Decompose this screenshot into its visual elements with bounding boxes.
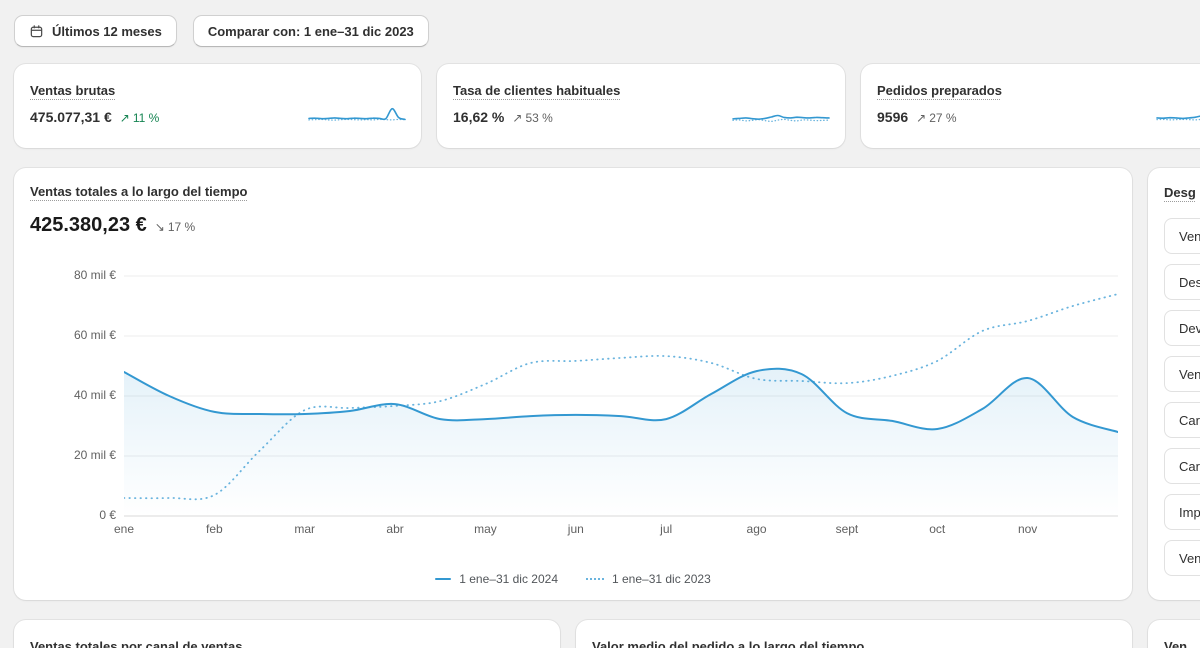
kpi-returning-rate-delta-value: 53 %	[525, 111, 553, 125]
x-axis-labels: ene feb mar abr may jun jul ago sept oct nov	[114, 522, 1118, 540]
breakdown-row: Des	[1164, 264, 1200, 300]
x-axis-tick-label: abr	[386, 522, 404, 536]
y-axis-tick-label: 0 €	[99, 508, 116, 522]
kpi-returning-rate-value: 16,62 %	[453, 109, 505, 125]
kpi-card-gross-sales: Ventas brutas 475.077,31 € ↗ 11 %	[14, 64, 421, 148]
date-range-button[interactable]: Últimos 12 meses	[14, 15, 177, 47]
kpi-card-returning-customer-rate: Tasa de clientes habituales 16,62 % ↗ 53…	[437, 64, 845, 148]
trend-up-icon: ↗	[512, 111, 523, 125]
breakdown-row: Ven	[1164, 540, 1200, 576]
kpi-fulfilled-orders-delta: ↗ 27 %	[916, 111, 956, 125]
returning-rate-sparkline	[732, 114, 830, 122]
x-axis-tick-label: mar	[294, 522, 316, 536]
x-axis-tick-label: nov	[1017, 522, 1038, 536]
breakdown-row: Ven	[1164, 218, 1200, 254]
y-axis-tick-label: 80 mil €	[73, 268, 116, 282]
compare-button[interactable]: Comparar con: 1 ene–31 dic 2023	[192, 15, 429, 47]
kpi-gross-sales-title[interactable]: Ventas brutas	[30, 83, 116, 98]
total-sales-over-time-card: Ventas totales a lo largo del tiempo 425…	[14, 168, 1132, 600]
total-sales-over-time-title[interactable]: Ventas totales a lo largo del tiempo	[30, 184, 248, 199]
legend-solid-line-marker	[435, 578, 452, 580]
x-axis-tick-label: ago	[746, 522, 767, 536]
kpi-fulfilled-orders-value: 9596	[877, 109, 909, 125]
compare-label: Comparar con: 1 ene–31 dic 2023	[207, 23, 414, 39]
x-axis-tick-label: jun	[567, 522, 584, 536]
sales-by-channel-card: Ventas totales por canal de ventas	[14, 620, 560, 648]
legend-dotted-line-marker	[586, 578, 604, 580]
kpi-fulfilled-orders-title[interactable]: Pedidos preparados	[877, 83, 1002, 98]
breakdown-row: Ven	[1164, 356, 1200, 392]
legend-label-2024: 1 ene–31 dic 2024	[459, 572, 558, 586]
chart-legend: 1 ene–31 dic 2024 1 ene–31 dic 2023	[14, 572, 1132, 586]
y-axis-tick-label: 60 mil €	[73, 328, 116, 342]
total-sales-value: 425.380,23 €	[30, 214, 147, 236]
y-axis-tick-label: 40 mil €	[73, 388, 116, 402]
kpi-card-fulfilled-orders: Pedidos preparados 9596 ↗ 27 %	[861, 64, 1200, 148]
x-axis-tick-label: ene	[113, 522, 135, 536]
kpi-returning-rate-title[interactable]: Tasa de clientes habituales	[453, 83, 621, 98]
gross-sales-sparkline	[308, 107, 406, 121]
kpi-fulfilled-orders-delta-value: 27 %	[929, 111, 957, 125]
total-sales-delta: ↘ 17 %	[155, 220, 195, 234]
breakdown-row: Imp	[1164, 494, 1200, 530]
sales-over-time-plot	[124, 275, 1118, 517]
trend-up-icon: ↗	[916, 111, 927, 125]
fulfilled-orders-sparkline	[1156, 115, 1200, 121]
legend-item-2024: 1 ene–31 dic 2024	[435, 572, 558, 586]
sales-breakdown-title[interactable]: Desg	[1164, 185, 1196, 200]
bottom-right-card: Ven	[1148, 620, 1200, 648]
sales-by-channel-title[interactable]: Ventas totales por canal de ventas	[30, 639, 243, 648]
x-axis-tick-label: oct	[929, 522, 946, 536]
legend-item-2023: 1 ene–31 dic 2023	[586, 572, 711, 586]
trend-down-icon: ↘	[154, 220, 165, 234]
kpi-gross-sales-delta: ↗ 11 %	[120, 111, 160, 125]
kpi-gross-sales-delta-value: 11 %	[132, 111, 160, 125]
average-order-value-card: Valor medio del pedido a lo largo del ti…	[576, 620, 1132, 648]
kpi-returning-rate-value-row: 16,62 % ↗ 53 %	[453, 109, 829, 125]
date-range-label: Últimos 12 meses	[52, 23, 162, 39]
x-axis-tick-label: feb	[206, 522, 223, 536]
y-axis-labels: 0 € 20 mil € 40 mil € 60 mil € 80 mil €	[30, 264, 116, 534]
breakdown-row: Car	[1164, 402, 1200, 438]
y-axis-tick-label: 20 mil €	[73, 448, 116, 462]
bottom-right-card-title[interactable]: Ven	[1164, 639, 1188, 648]
x-axis-tick-label: jul	[660, 522, 673, 536]
breakdown-row: Car	[1164, 448, 1200, 484]
x-axis-tick-label: sept	[835, 522, 859, 536]
filter-bar: Últimos 12 meses Comparar con: 1 ene–31 …	[14, 15, 429, 47]
average-order-value-title[interactable]: Valor medio del pedido a lo largo del ti…	[592, 639, 865, 648]
x-axis-tick-label: may	[474, 522, 497, 536]
kpi-fulfilled-orders-value-row: 9596 ↗ 27 %	[877, 109, 1200, 125]
sales-breakdown-rows: Ven Des Dev Ven Car Car Imp Ven	[1164, 218, 1200, 576]
sales-breakdown-card: Desg Ven Des Dev Ven Car Car Imp Ven	[1148, 168, 1200, 600]
calendar-icon	[29, 24, 44, 39]
kpi-returning-rate-delta: ↗ 53 %	[512, 111, 552, 125]
total-sales-delta-value: 17 %	[167, 220, 196, 234]
breakdown-row: Dev	[1164, 310, 1200, 346]
total-sales-value-row: 425.380,23 € ↘ 17 %	[30, 214, 195, 237]
legend-label-2023: 1 ene–31 dic 2023	[612, 572, 711, 586]
kpi-gross-sales-value-row: 475.077,31 € ↗ 11 %	[30, 109, 405, 125]
trend-up-icon: ↗	[119, 111, 130, 125]
kpi-gross-sales-value: 475.077,31 €	[30, 109, 112, 125]
